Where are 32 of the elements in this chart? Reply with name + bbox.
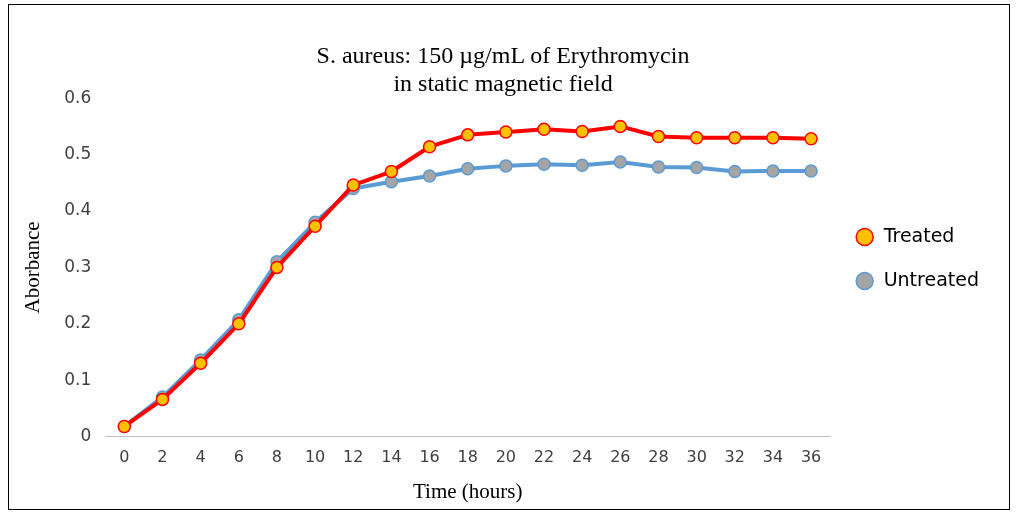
y-tick-label: 0.6 [64, 86, 92, 107]
x-axis-title: Time (hours) [412, 478, 523, 503]
chart-subtitle: in static magnetic field [393, 69, 613, 96]
legend-label: Untreated [883, 267, 979, 290]
legend-label: Treated [882, 223, 955, 246]
y-tick-label: 0.4 [64, 199, 92, 220]
x-tick-label: 32 [724, 447, 745, 467]
x-tick-label: 6 [233, 447, 244, 467]
x-tick-label: 10 [304, 447, 326, 467]
chart-title: S. aureus: 150 µg/mL of Erythromycin [316, 42, 690, 69]
y-tick-label: 0 [80, 425, 92, 446]
x-tick-label: 34 [762, 447, 784, 467]
x-tick-label: 12 [343, 447, 364, 467]
x-tick-label: 2 [157, 447, 168, 467]
x-tick-label: 4 [195, 447, 206, 467]
y-tick-label: 0.2 [64, 312, 92, 333]
y-axis-title: Aborbance [20, 221, 45, 314]
x-tick-label: 8 [271, 447, 283, 467]
x-tick-label: 26 [610, 447, 631, 467]
x-tick-label: 30 [686, 447, 707, 467]
y-tick-label: 0.3 [64, 255, 92, 276]
x-tick-label: 36 [800, 447, 822, 467]
y-tick-label: 0.5 [64, 143, 92, 164]
x-tick-label: 16 [419, 447, 440, 467]
x-tick-label: 18 [457, 447, 478, 467]
x-tick-label: 28 [648, 447, 669, 467]
x-tick-label: 24 [571, 447, 593, 467]
x-tick-label: 22 [533, 447, 555, 467]
x-tick-label: 0 [119, 447, 130, 467]
x-tick-label: 20 [495, 447, 517, 467]
y-tick-label: 0.1 [64, 368, 92, 389]
x-tick-label: 14 [381, 447, 402, 467]
